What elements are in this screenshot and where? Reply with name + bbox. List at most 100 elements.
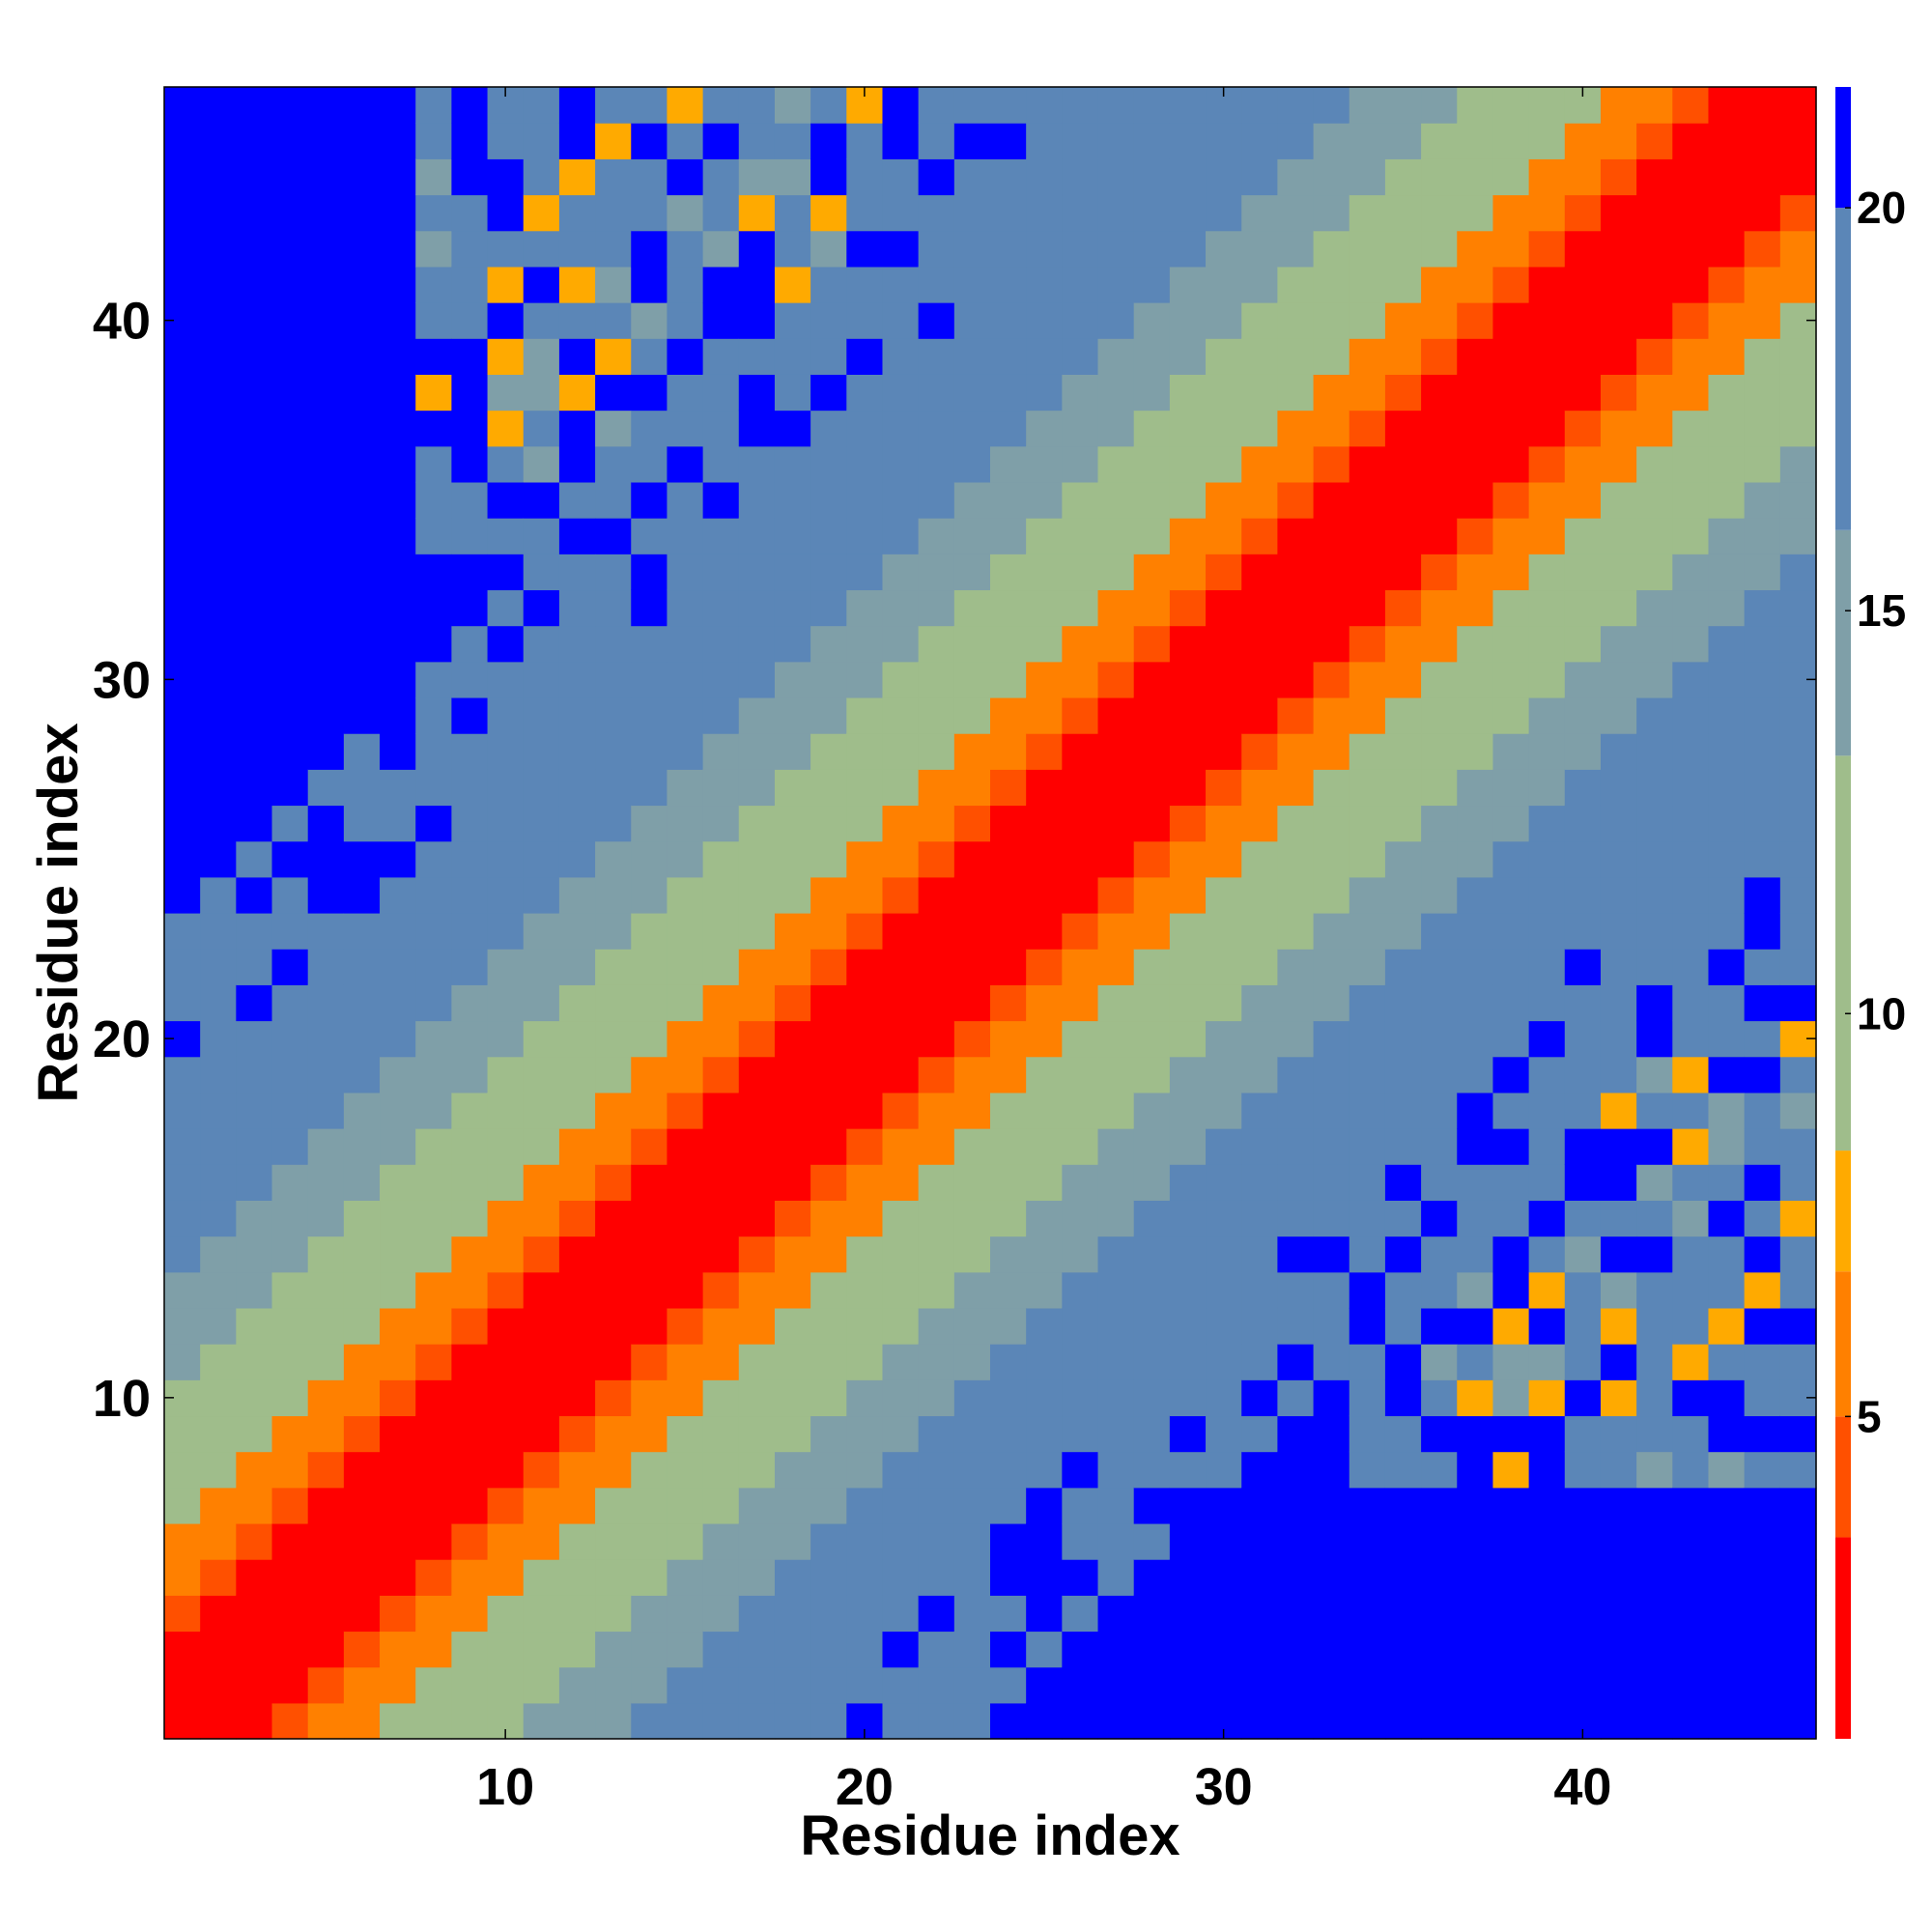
heatmap-cell	[236, 876, 273, 914]
heatmap-cell	[990, 661, 1027, 698]
heatmap-cell	[236, 1164, 273, 1201]
heatmap-cell	[1062, 1415, 1099, 1453]
heatmap-cell	[1384, 625, 1422, 663]
heatmap-cell	[200, 1056, 237, 1094]
heatmap-cell	[380, 123, 416, 159]
heatmap-cell	[1026, 158, 1063, 196]
heatmap-cell	[846, 338, 884, 375]
heatmap-cell	[702, 266, 740, 303]
heatmap-cell	[846, 194, 884, 232]
heatmap-cell	[1384, 1487, 1422, 1524]
x-axis-ticks: 10 20 30 40	[476, 87, 1611, 1816]
heatmap-cell	[1349, 1271, 1386, 1309]
heatmap-cell	[1062, 1128, 1099, 1165]
heatmap-cell	[1349, 1307, 1386, 1345]
heatmap-cell	[1779, 194, 1817, 232]
heatmap-cell	[1241, 1595, 1278, 1633]
heatmap-cell	[810, 840, 847, 878]
heatmap-cell	[1492, 733, 1530, 770]
heatmap-cell	[380, 1092, 416, 1129]
heatmap-cell	[1384, 1522, 1422, 1560]
heatmap-cell	[1349, 1451, 1386, 1489]
heatmap-cell	[1744, 876, 1781, 914]
heatmap-cell	[953, 805, 991, 842]
heatmap-cell	[918, 1595, 955, 1633]
heatmap-cell	[487, 410, 525, 447]
heatmap-cell	[918, 194, 955, 232]
heatmap-cell	[1672, 1307, 1710, 1345]
heatmap-cell	[595, 625, 632, 663]
heatmap-cell	[1636, 158, 1673, 196]
heatmap-cell	[953, 158, 991, 196]
heatmap-cell	[558, 410, 596, 447]
heatmap-cell	[1457, 769, 1494, 807]
heatmap-cell	[774, 876, 811, 914]
heatmap-cell	[1062, 696, 1099, 734]
heatmap-cell	[1349, 1344, 1386, 1380]
heatmap-cell	[307, 445, 345, 483]
heatmap-cell	[1277, 1487, 1315, 1524]
heatmap-cell	[523, 949, 560, 985]
heatmap-cell	[558, 1056, 596, 1094]
heatmap-cell	[1349, 1631, 1386, 1668]
heatmap-cell	[774, 338, 811, 375]
heatmap-cell	[1169, 1702, 1207, 1740]
heatmap-cell	[451, 1666, 489, 1704]
heatmap-cell	[1600, 158, 1637, 196]
heatmap-cell	[738, 158, 776, 196]
heatmap-cell	[487, 1344, 525, 1380]
heatmap-cell	[631, 87, 668, 124]
heatmap-cell	[918, 1056, 955, 1094]
heatmap-cell	[1277, 1415, 1315, 1453]
heatmap-cell	[1206, 1307, 1242, 1345]
heatmap-cell	[1169, 481, 1207, 519]
heatmap-cell	[1062, 302, 1099, 339]
heatmap-cell	[1277, 913, 1315, 950]
heatmap-cell	[1384, 158, 1422, 196]
heatmap-cell	[953, 949, 991, 985]
heatmap-cell	[200, 876, 237, 914]
heatmap-cell	[523, 194, 560, 232]
heatmap-cell	[595, 1666, 632, 1704]
heatmap-cell	[164, 1236, 201, 1273]
heatmap-cell	[1313, 1595, 1350, 1633]
heatmap-cell	[918, 266, 955, 303]
heatmap-cell	[1636, 949, 1673, 985]
heatmap-cell	[380, 158, 416, 196]
heatmap-cell	[1133, 554, 1171, 591]
heatmap-cell	[595, 1415, 632, 1453]
heatmap-cell	[1492, 230, 1530, 268]
heatmap-cell	[738, 1200, 776, 1237]
heatmap-cell	[1600, 518, 1637, 554]
heatmap-cell	[523, 518, 560, 554]
heatmap-cell	[415, 1559, 452, 1596]
heatmap-cell	[1779, 1307, 1817, 1345]
heatmap-cell	[738, 87, 776, 124]
heatmap-cell	[774, 1522, 811, 1560]
heatmap-cell	[1600, 949, 1637, 985]
heatmap-cell	[1349, 158, 1386, 196]
heatmap-cell	[1097, 554, 1135, 591]
heatmap-cell	[631, 1666, 668, 1704]
heatmap-cell	[846, 445, 884, 483]
heatmap-cell	[1492, 1379, 1530, 1417]
heatmap-cell	[343, 410, 381, 447]
heatmap-cell	[1277, 984, 1315, 1022]
heatmap-cell	[1421, 194, 1458, 232]
heatmap-cell	[738, 1487, 776, 1524]
heatmap-cell	[1564, 266, 1602, 303]
heatmap-cell	[1026, 589, 1063, 627]
heatmap-cell	[1744, 1631, 1781, 1668]
heatmap-cell	[1026, 1344, 1063, 1380]
heatmap-cell	[1492, 1702, 1530, 1740]
heatmap-cell	[810, 302, 847, 339]
heatmap-cell	[1241, 230, 1278, 268]
heatmap-cell	[1744, 445, 1781, 483]
heatmap-cell	[1779, 230, 1817, 268]
heatmap-cell	[631, 1164, 668, 1201]
heatmap-cell	[1277, 1020, 1315, 1058]
heatmap-cell	[558, 625, 596, 663]
heatmap-cell	[487, 840, 525, 878]
heatmap-cell	[918, 1271, 955, 1309]
heatmap-cell	[1169, 949, 1207, 985]
